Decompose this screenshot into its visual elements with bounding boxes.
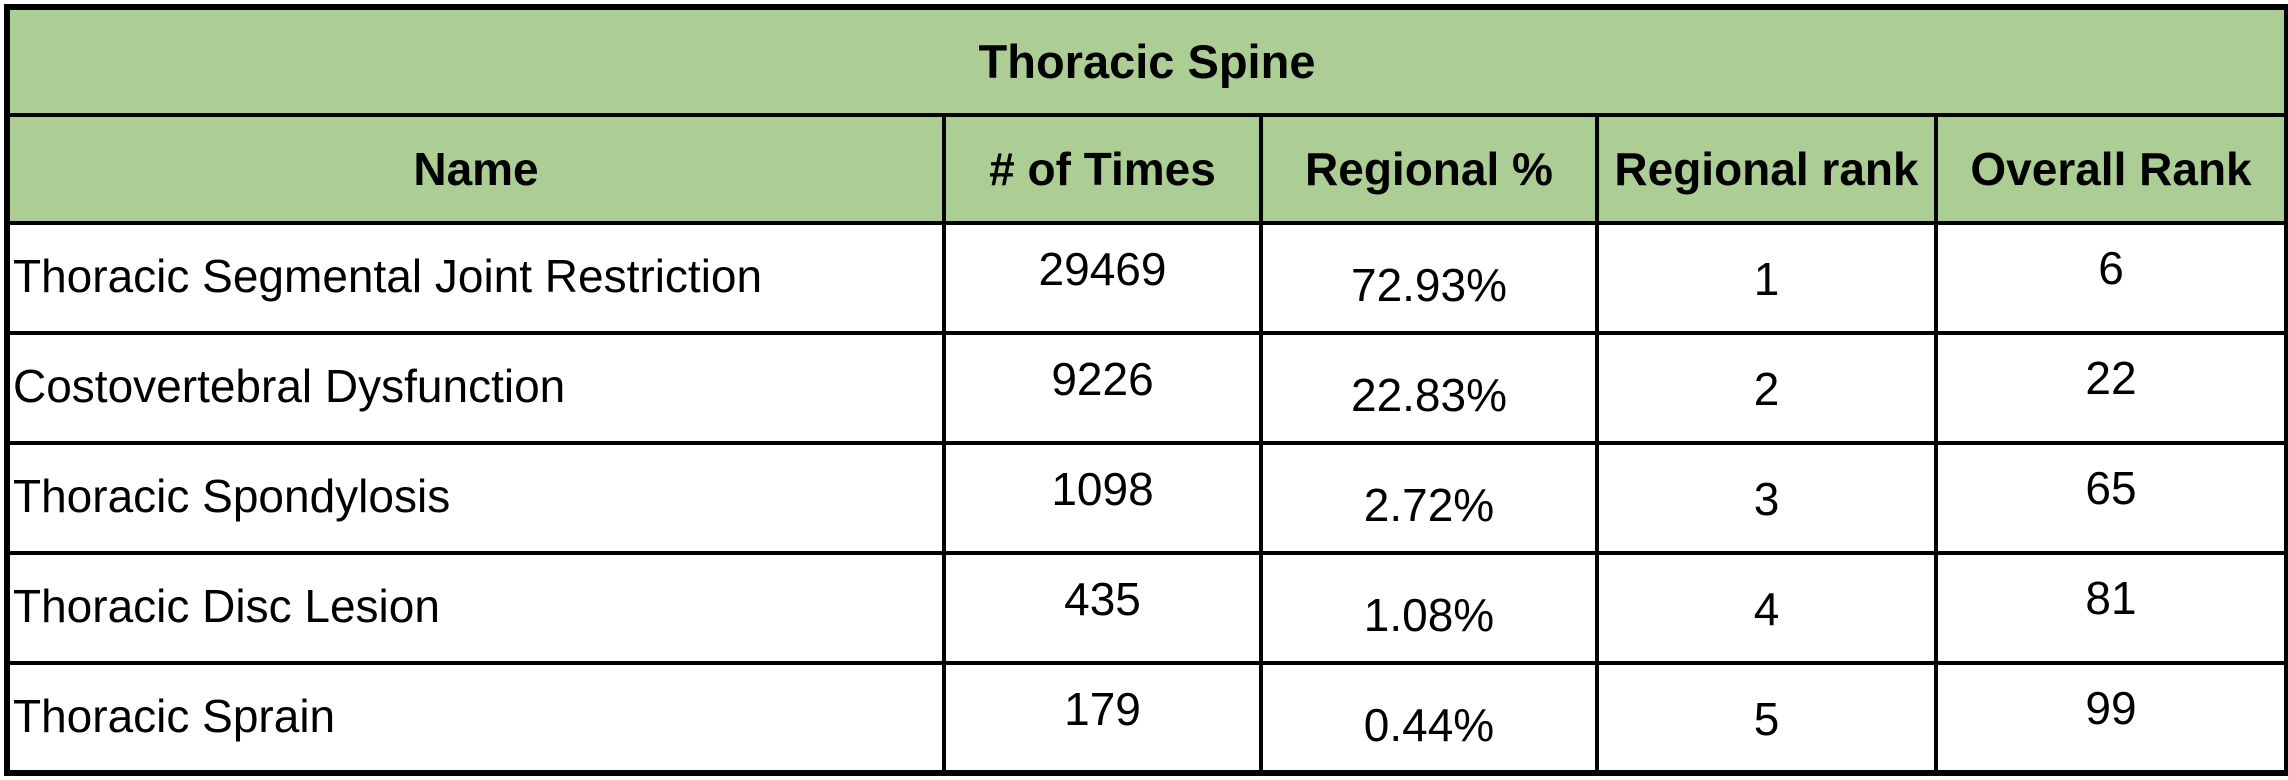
regional-pct-cell: 2.72% bbox=[1259, 441, 1599, 555]
regional-rank-cell: 4 bbox=[1595, 551, 1938, 665]
regional-pct-cell: 22.83% bbox=[1259, 331, 1599, 445]
regional-pct-cell: 0.44% bbox=[1259, 661, 1599, 775]
table-header-row: Name # of Times Regional % Regional rank… bbox=[5, 113, 2288, 225]
overall-rank-cell: 22 bbox=[1933, 331, 2288, 445]
name-cell: Thoracic Segmental Joint Restriction bbox=[5, 221, 946, 335]
times-cell: 9226 bbox=[942, 331, 1263, 445]
name-cell: Thoracic Sprain bbox=[5, 661, 946, 775]
table-row: Thoracic Disc Lesion 435 1.08% 4 81 bbox=[5, 551, 2288, 665]
table-row: Thoracic Sprain 179 0.44% 5 99 bbox=[5, 661, 2288, 775]
column-header-times: # of Times bbox=[942, 113, 1263, 225]
regional-rank-cell: 2 bbox=[1595, 331, 1938, 445]
table-row: Thoracic Spondylosis 1098 2.72% 3 65 bbox=[5, 441, 2288, 555]
times-cell: 29469 bbox=[942, 221, 1263, 335]
overall-rank-cell: 65 bbox=[1933, 441, 2288, 555]
overall-rank-cell: 81 bbox=[1933, 551, 2288, 665]
thoracic-spine-table: Thoracic Spine Name # of Times Regional … bbox=[4, 4, 2288, 776]
times-cell: 435 bbox=[942, 551, 1263, 665]
table-body: Thoracic Segmental Joint Restriction 294… bbox=[5, 221, 2288, 775]
column-header-regional-rank: Regional rank bbox=[1595, 113, 1938, 225]
table-row: Thoracic Segmental Joint Restriction 294… bbox=[5, 221, 2288, 335]
overall-rank-cell: 99 bbox=[1933, 661, 2288, 775]
column-header-name: Name bbox=[5, 113, 946, 225]
column-header-regional-pct: Regional % bbox=[1259, 113, 1599, 225]
times-cell: 1098 bbox=[942, 441, 1263, 555]
name-cell: Thoracic Disc Lesion bbox=[5, 551, 946, 665]
table-title: Thoracic Spine bbox=[4, 5, 2288, 117]
regional-pct-cell: 1.08% bbox=[1259, 551, 1599, 665]
regional-rank-cell: 3 bbox=[1595, 441, 1938, 555]
name-cell: Thoracic Spondylosis bbox=[5, 441, 946, 555]
name-cell: Costovertebral Dysfunction bbox=[5, 331, 946, 445]
times-cell: 179 bbox=[942, 661, 1263, 775]
overall-rank-cell: 6 bbox=[1933, 221, 2288, 335]
regional-pct-cell: 72.93% bbox=[1259, 221, 1599, 335]
regional-rank-cell: 1 bbox=[1595, 221, 1938, 335]
table-title-row: Thoracic Spine bbox=[4, 5, 2288, 117]
column-header-overall-rank: Overall Rank bbox=[1933, 113, 2288, 225]
regional-rank-cell: 5 bbox=[1595, 661, 1938, 775]
table-row: Costovertebral Dysfunction 9226 22.83% 2… bbox=[5, 331, 2288, 445]
